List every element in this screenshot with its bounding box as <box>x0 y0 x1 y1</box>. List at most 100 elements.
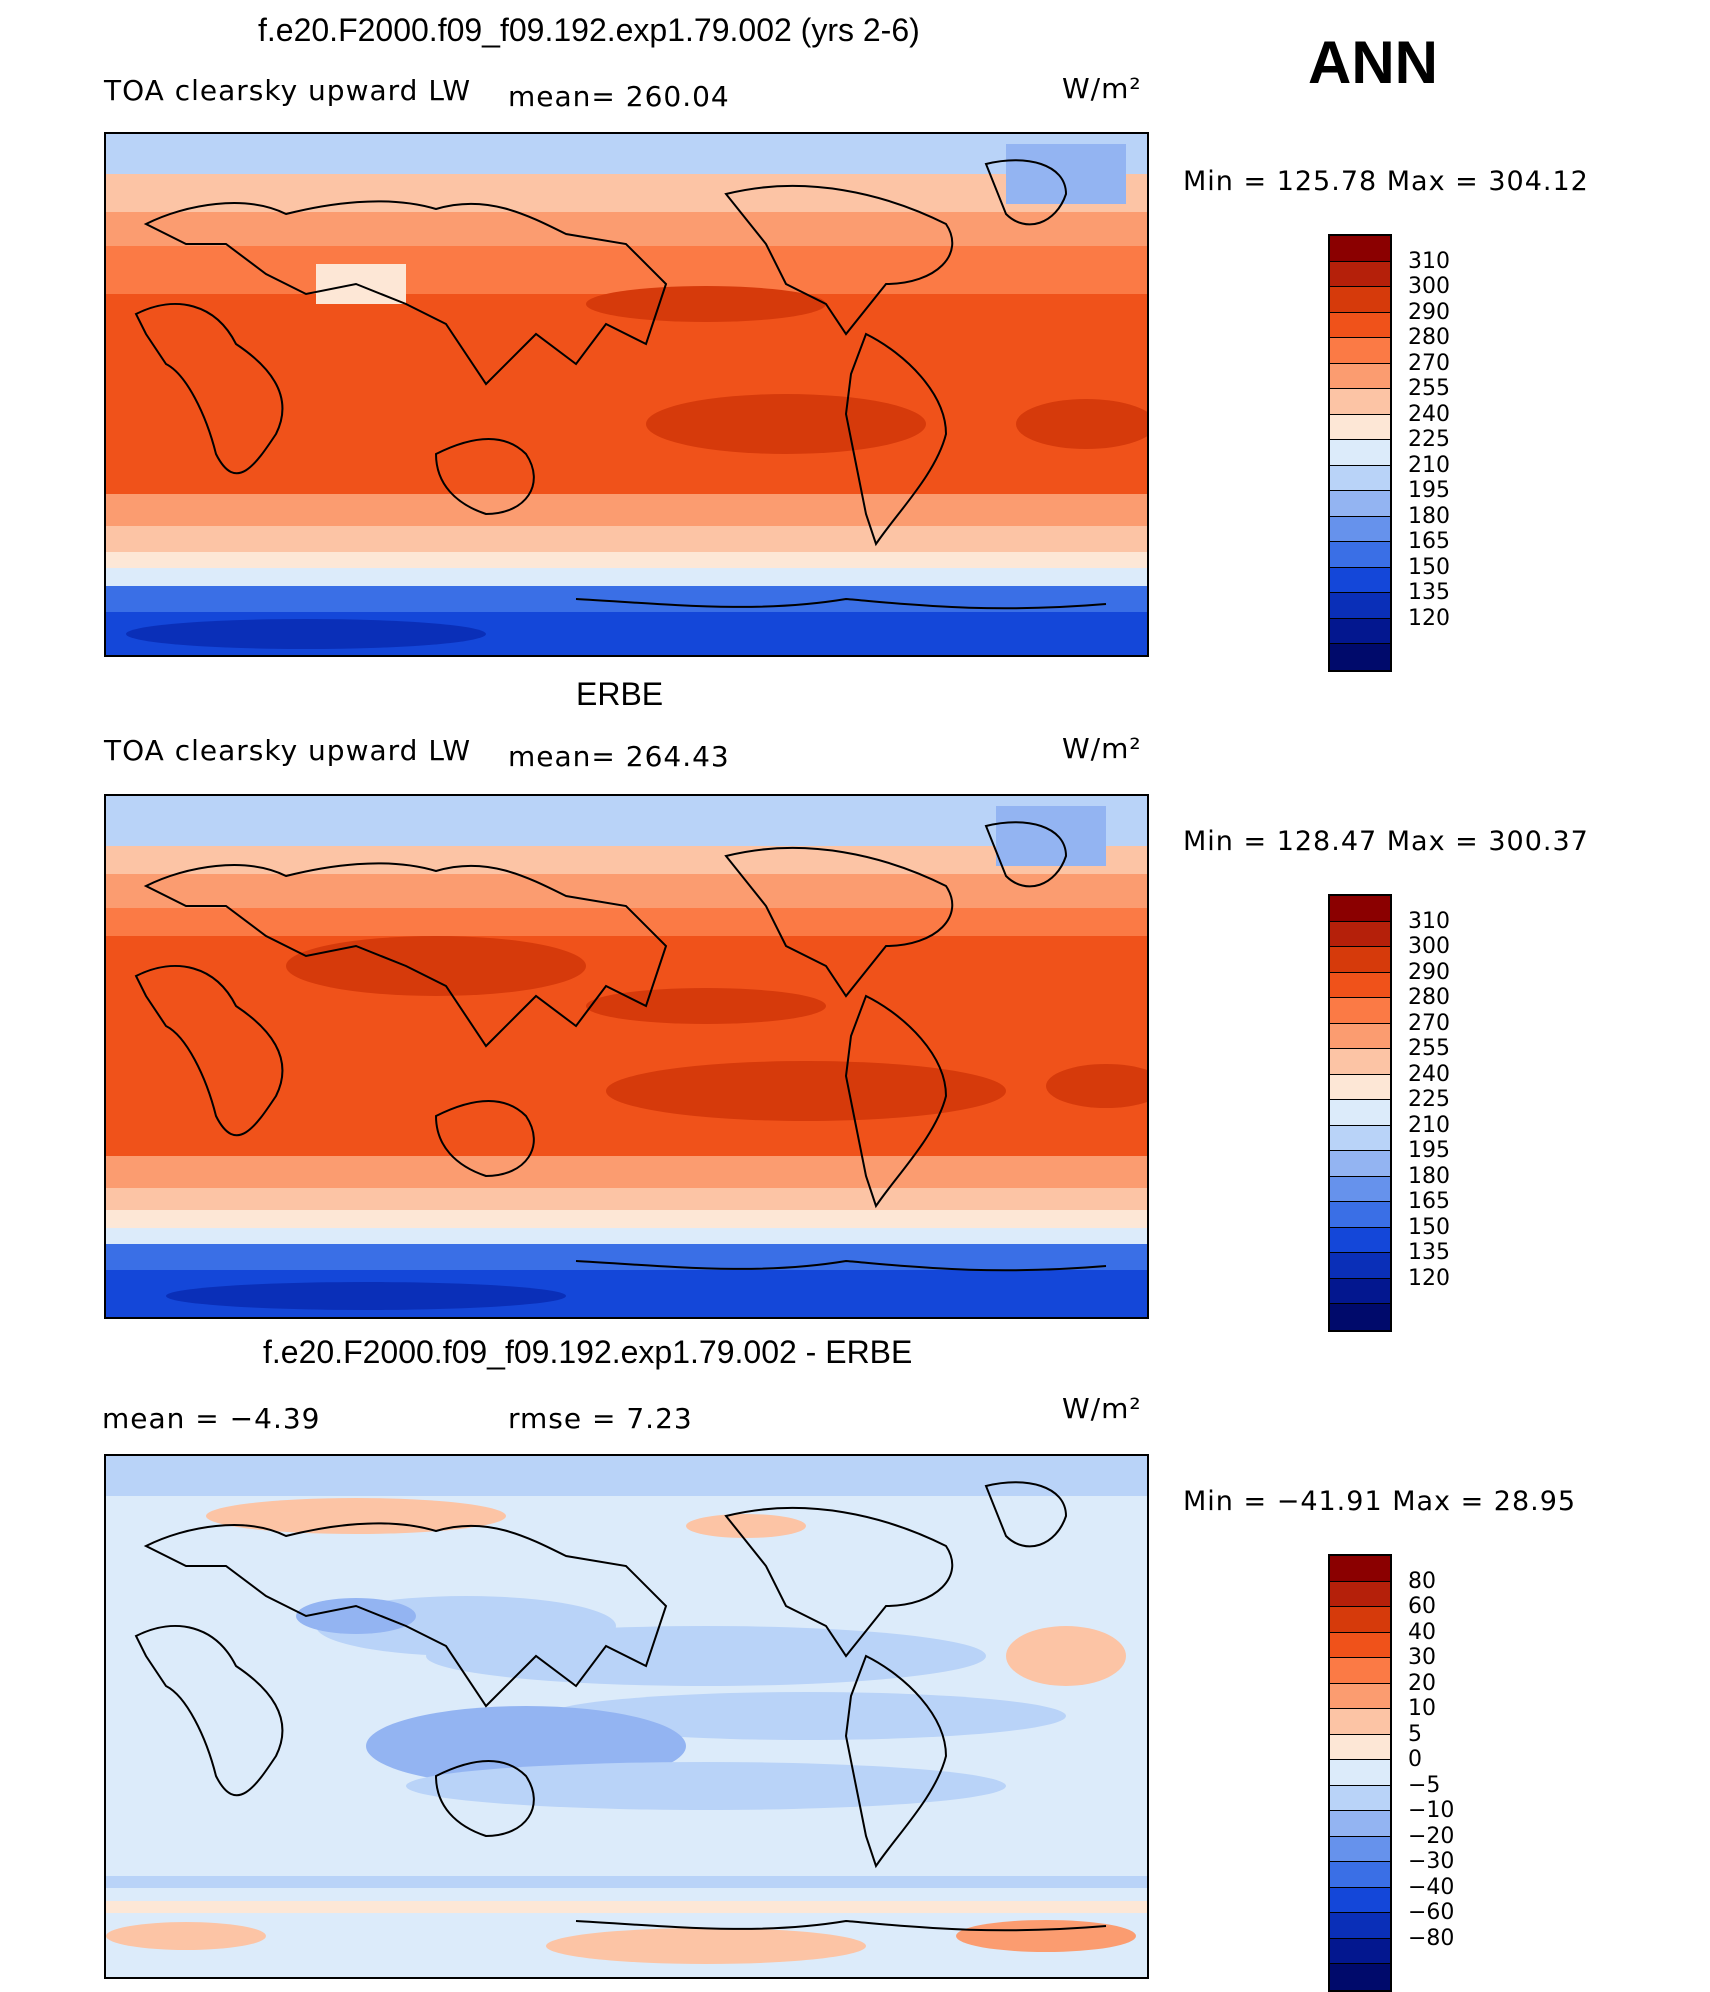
colorbar-tick-label: 135 <box>1408 580 1450 605</box>
panel2-minmax-label: Min = 128.47 Max = 300.37 <box>1183 826 1589 857</box>
colorbar-swatch <box>1330 921 1390 947</box>
panel3-rmse-label: rmse = 7.23 <box>508 1402 693 1435</box>
colorbar-tick-label: 120 <box>1408 1265 1450 1291</box>
colorbar-tick-label: 225 <box>1408 1087 1450 1112</box>
colorbar-swatch <box>1330 312 1390 338</box>
colorbar-swatch <box>1330 1049 1390 1075</box>
panel1-mean-label: mean= 260.04 <box>508 80 730 113</box>
colorbar-swatch <box>1330 1760 1390 1786</box>
panel1-variable-label: TOA clearsky upward LW <box>104 74 472 107</box>
colorbar-tick-label: 30 <box>1408 1645 1436 1670</box>
colorbar-swatch <box>1330 1074 1390 1100</box>
colorbar-swatch <box>1330 1227 1390 1253</box>
colorbar-swatch <box>1330 389 1390 415</box>
colorbar-swatch <box>1330 1125 1390 1151</box>
colorbar-tick-label: 5 <box>1408 1721 1422 1747</box>
colorbar-tick-label: 210 <box>1408 1112 1450 1138</box>
colorbar-tick-label: 300 <box>1408 274 1450 299</box>
colorbar-swatch <box>1330 1734 1390 1760</box>
colorbar-tick-label: 40 <box>1408 1619 1436 1645</box>
colorbar-tick-label: −30 <box>1408 1849 1455 1874</box>
colorbar-tick-label: 255 <box>1408 1036 1450 1061</box>
season-label: ANN <box>1308 29 1438 96</box>
colorbar-swatch <box>1330 1202 1390 1228</box>
colorbar-tick-label: −20 <box>1408 1823 1455 1849</box>
colorbar-tick-label: 80 <box>1408 1568 1436 1594</box>
colorbar-swatch <box>1330 287 1390 313</box>
colorbar-swatch <box>1330 947 1390 973</box>
panel2-map <box>104 794 1149 1319</box>
colorbar-tick-label: 120 <box>1408 605 1450 631</box>
colorbar-swatch <box>1330 1278 1390 1304</box>
colorbar-tick-label: 135 <box>1408 1240 1450 1265</box>
colorbar-swatch <box>1330 1836 1390 1862</box>
colorbar-tick-label: 195 <box>1408 478 1450 503</box>
panel3-colorbar <box>1328 1554 1392 1992</box>
colorbar-swatch <box>1330 1023 1390 1049</box>
colorbar-swatch <box>1330 972 1390 998</box>
colorbar-swatch <box>1330 1811 1390 1837</box>
panel2-colorbar <box>1328 894 1392 1332</box>
panel3-map-plot <box>106 1456 1147 1977</box>
colorbar-tick-label: 225 <box>1408 427 1450 452</box>
colorbar-tick-label: 270 <box>1408 1010 1450 1036</box>
colorbar-swatch <box>1330 1785 1390 1811</box>
colorbar-swatch <box>1330 1862 1390 1888</box>
panel1-colorbar <box>1328 234 1392 672</box>
panel2-mean-label: mean= 264.43 <box>508 740 730 773</box>
panel3-title: f.e20.F2000.f09_f09.192.exp1.79.002 - ER… <box>263 1334 913 1370</box>
colorbar-swatch <box>1330 261 1390 287</box>
colorbar-tick-label: 10 <box>1408 1696 1436 1721</box>
colorbar-swatch <box>1330 236 1390 262</box>
panel1-title: f.e20.F2000.f09_f09.192.exp1.79.002 (yrs… <box>258 12 920 48</box>
colorbar-tick-label: 180 <box>1408 1163 1450 1189</box>
panel2-units-label: W/m² <box>1062 732 1142 765</box>
colorbar-tick-label: 240 <box>1408 1061 1450 1087</box>
colorbar-swatch <box>1330 414 1390 440</box>
colorbar-tick-label: 195 <box>1408 1138 1450 1163</box>
colorbar-tick-label: 270 <box>1408 350 1450 376</box>
panel3-minmax-label: Min = −41.91 Max = 28.95 <box>1183 1486 1577 1517</box>
colorbar-tick-label: 290 <box>1408 959 1450 985</box>
colorbar-swatch <box>1330 1100 1390 1126</box>
colorbar-swatch <box>1330 1304 1390 1330</box>
colorbar-tick-label: 20 <box>1408 1670 1436 1696</box>
colorbar-tick-label: 180 <box>1408 503 1450 529</box>
colorbar-tick-label: 60 <box>1408 1594 1436 1619</box>
colorbar-tick-label: 280 <box>1408 325 1450 350</box>
colorbar-swatch <box>1330 593 1390 619</box>
colorbar-tick-label: 280 <box>1408 985 1450 1010</box>
panel3-units-label: W/m² <box>1062 1392 1142 1425</box>
colorbar-tick-label: 165 <box>1408 529 1450 554</box>
panel3-mean-label: mean = −4.39 <box>102 1402 321 1435</box>
colorbar-swatch <box>1330 644 1390 670</box>
colorbar-swatch <box>1330 1709 1390 1735</box>
panel1-units-label: W/m² <box>1062 72 1142 105</box>
colorbar-tick-label: 310 <box>1408 248 1450 274</box>
colorbar-swatch <box>1330 465 1390 491</box>
colorbar-tick-label: 240 <box>1408 401 1450 427</box>
colorbar-swatch <box>1330 338 1390 364</box>
panel2-map-plot <box>106 796 1147 1317</box>
panel2-variable-label: TOA clearsky upward LW <box>104 734 472 767</box>
panel1-minmax-label: Min = 125.78 Max = 304.12 <box>1183 166 1589 197</box>
colorbar-swatch <box>1330 1658 1390 1684</box>
colorbar-swatch <box>1330 542 1390 568</box>
colorbar-tick-label: −5 <box>1408 1772 1441 1798</box>
colorbar-tick-label: 310 <box>1408 908 1450 934</box>
colorbar-swatch <box>1330 516 1390 542</box>
colorbar-swatch <box>1330 1887 1390 1913</box>
panel2-title: ERBE <box>576 676 664 712</box>
colorbar-tick-label: −60 <box>1408 1900 1455 1925</box>
colorbar-tick-label: −80 <box>1408 1925 1455 1951</box>
colorbar-tick-label: 210 <box>1408 452 1450 478</box>
panel3-map <box>104 1454 1149 1979</box>
colorbar-tick-label: −10 <box>1408 1798 1455 1823</box>
colorbar-swatch <box>1330 1253 1390 1279</box>
colorbar-tick-label: 150 <box>1408 1214 1450 1240</box>
panel1-map <box>104 132 1149 657</box>
colorbar-tick-label: 165 <box>1408 1189 1450 1214</box>
colorbar-tick-label: −40 <box>1408 1874 1455 1900</box>
colorbar-swatch <box>1330 1151 1390 1177</box>
colorbar-swatch <box>1330 1938 1390 1964</box>
